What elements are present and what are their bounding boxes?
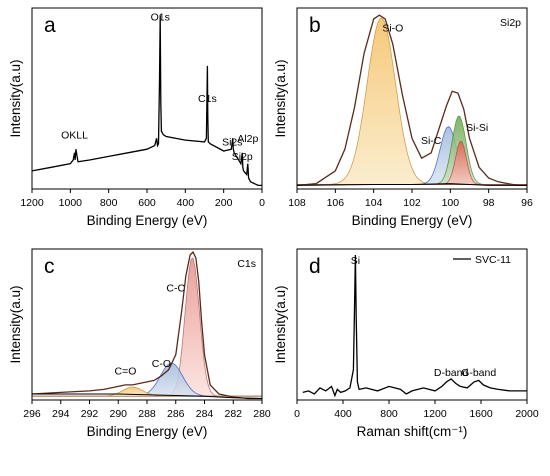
x-tick-label: 104 [365, 197, 383, 209]
x-tick-label: 600 [138, 197, 156, 209]
annotation-label: OKLL [61, 129, 88, 141]
series-line-1 [32, 393, 263, 399]
fit-component-1 [31, 362, 263, 397]
x-tick-label: 1600 [469, 408, 493, 420]
x-tick-label: 0 [259, 197, 265, 209]
annotation-label: C-O [152, 358, 171, 370]
x-tick-label: 288 [138, 408, 156, 420]
fit-component-0 [31, 257, 263, 397]
panel-title: Si2p [500, 17, 521, 29]
x-tick-label: 96 [521, 197, 533, 209]
x-axis-label: Raman shift(cm⁻¹) [357, 424, 468, 439]
x-tick-label: 1200 [20, 197, 44, 209]
x-tick-label: 1000 [59, 197, 83, 209]
panel-tag-b: b [309, 14, 321, 37]
y-axis-label: Intensity(a.u) [273, 59, 288, 137]
panel-b: 108 106 104 102 100 98 96 Binding Energy (eV) In… [273, 7, 533, 228]
x-tick-label: 800 [380, 408, 398, 420]
x-tick-label: 280 [253, 408, 271, 420]
x-tick-label: 98 [483, 197, 495, 209]
panel-tag-d: d [309, 255, 321, 278]
x-tick-label: 286 [167, 408, 185, 420]
annotation-label: Si-C [421, 135, 442, 147]
panel-tag-c: c [44, 255, 55, 278]
x-tick-label: 800 [100, 197, 118, 209]
plot-frame [31, 7, 263, 190]
annotation-label: Si-Si [466, 122, 488, 134]
x-tick-label: 200 [215, 197, 233, 209]
annotation-label: Si2s [222, 137, 242, 149]
x-axis-label: Binding Energy (eV) [87, 424, 208, 439]
x-tick-label: 106 [327, 197, 345, 209]
x-tick-label: 108 [288, 197, 306, 209]
annotation-label: Si [351, 255, 360, 267]
annotation-label: C1s [198, 93, 217, 105]
y-axis-label: Intensity(a.u) [8, 59, 23, 137]
panel-a: 1200 1000 800 600 400 200 0 Binding Energy (eV)… [8, 7, 265, 228]
x-tick-label: 102 [403, 197, 421, 209]
panel-title: C1s [237, 258, 256, 270]
plot-frame [31, 248, 263, 401]
plot-frame [296, 248, 528, 401]
x-tick-label: 2000 [515, 408, 539, 420]
x-tick-label: 400 [334, 408, 352, 420]
panel-d: 0 400 800 1200 1600 2000 Raman shift(cm⁻¹) Inte… [273, 248, 539, 439]
x-tick-label: 284 [196, 408, 214, 420]
x-tick-label: 1200 [423, 408, 447, 420]
annotation-label: O1s [151, 12, 170, 24]
x-axis-label: Binding Energy (eV) [87, 213, 208, 228]
x-axis-label: Binding Energy (eV) [352, 213, 473, 228]
x-tick-label: 400 [177, 197, 195, 209]
fit-component-0 [296, 17, 528, 185]
series-line-0 [302, 254, 527, 398]
x-tick-label: 100 [442, 197, 460, 209]
x-tick-label: 294 [52, 408, 70, 420]
annotation-label: Al2p [237, 133, 258, 145]
series-line-0 [296, 14, 527, 187]
annotation-label: D-band [434, 367, 469, 379]
series-line-0 [31, 15, 262, 187]
annotation-label: C=O [114, 365, 136, 377]
annotation-label: C-C [166, 282, 185, 294]
y-axis-label: Intensity(a.u) [8, 285, 23, 363]
panel-c: 296 294 292 290 288 286 284 282 280 Binding Energ… [8, 248, 271, 439]
x-tick-label: 282 [224, 408, 242, 420]
y-axis-label: Intensity(a.u) [273, 285, 288, 363]
panel-tag-a: a [44, 14, 56, 37]
annotation-label: Si-O [382, 23, 403, 35]
x-tick-label: 0 [294, 408, 300, 420]
x-tick-label: 296 [23, 408, 41, 420]
plot-frame [296, 7, 528, 190]
annotation-label: Si2p [232, 151, 253, 163]
series-line-1 [296, 183, 527, 186]
legend-label: SVC-11 [475, 254, 511, 266]
x-tick-label: 292 [81, 408, 99, 420]
x-tick-label: 290 [109, 408, 127, 420]
annotation-label: G-band [461, 367, 496, 379]
series-line-0 [31, 250, 262, 400]
